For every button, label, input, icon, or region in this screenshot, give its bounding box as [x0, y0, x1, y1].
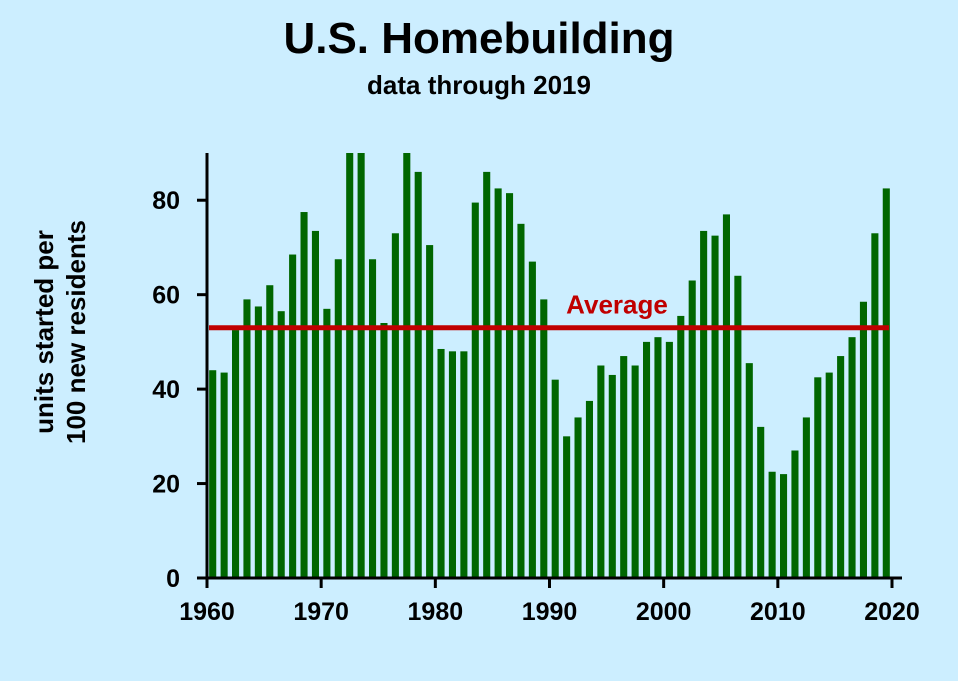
bar-1984 [483, 171, 491, 578]
x-tick-label-2010: 2010 [750, 598, 806, 626]
bar-1974 [369, 259, 377, 578]
bar-1979 [426, 245, 434, 578]
bar-1967 [289, 254, 297, 578]
bar-2003 [700, 230, 708, 579]
bar-1971 [334, 259, 342, 578]
bar-1968 [300, 212, 308, 578]
bar-2000 [665, 341, 673, 578]
bar-1988 [528, 261, 536, 578]
bar-1994 [597, 365, 605, 578]
y-tick-label-60: 60 [152, 282, 180, 310]
y-tick-label-40: 40 [152, 376, 180, 404]
y-tick-label-0: 0 [166, 565, 180, 593]
bar-2002 [688, 280, 696, 578]
bar-1996 [620, 356, 628, 578]
bar-1960 [209, 370, 217, 578]
bar-2016 [848, 337, 856, 578]
bar-2004 [711, 235, 719, 578]
bar-2015 [837, 356, 845, 578]
bar-1966 [277, 311, 285, 578]
bar-2011 [791, 450, 799, 578]
x-tick-label-1980: 1980 [408, 598, 464, 626]
bar-1970 [323, 308, 331, 578]
bar-1964 [254, 306, 262, 578]
bar-1969 [311, 230, 319, 579]
bar-1986 [506, 193, 514, 578]
chart-subtitle: data through 2019 [367, 70, 591, 100]
bar-2007 [745, 363, 753, 578]
bar-1995 [608, 374, 616, 578]
x-tick-label-2000: 2000 [636, 598, 692, 626]
bar-2005 [722, 214, 730, 578]
bar-1962 [232, 330, 240, 578]
bar-1963 [243, 299, 251, 578]
bar-1977 [403, 153, 411, 578]
x-tick-label-1990: 1990 [522, 598, 578, 626]
bar-1989 [540, 299, 548, 578]
bar-2013 [814, 377, 822, 578]
x-tick-label-2020: 2020 [864, 598, 920, 626]
bar-1991 [563, 436, 571, 578]
bar-1976 [391, 233, 399, 578]
bar-1978 [414, 171, 422, 578]
bar-1973 [357, 153, 365, 578]
bar-1961 [220, 372, 228, 578]
bar-1990 [551, 379, 559, 578]
bar-2008 [757, 426, 765, 578]
bar-1985 [494, 188, 502, 579]
bar-2014 [825, 372, 833, 578]
bar-1993 [585, 400, 593, 578]
bar-1981 [448, 351, 456, 578]
bar-1982 [460, 351, 468, 578]
bar-1998 [643, 341, 651, 578]
bar-2001 [677, 315, 685, 578]
x-tick-label-1960: 1960 [179, 598, 235, 626]
bar-1987 [517, 223, 525, 578]
bar-1975 [380, 323, 388, 578]
y-tick-label-20: 20 [152, 471, 180, 499]
x-tick-label-1970: 1970 [293, 598, 349, 626]
bar-2009 [768, 471, 776, 578]
chart-title: U.S. Homebuilding [283, 14, 675, 63]
bar-2010 [780, 474, 788, 578]
bar-2017 [859, 301, 867, 578]
bar-1983 [471, 202, 479, 578]
average-label: Average [566, 290, 668, 320]
bar-1997 [631, 365, 639, 578]
bar-2006 [734, 275, 742, 578]
bar-1972 [346, 153, 354, 578]
bar-2018 [871, 233, 879, 578]
bar-1980 [437, 348, 445, 578]
bar-2012 [802, 417, 810, 578]
bar-1999 [654, 337, 662, 578]
bar-2019 [882, 188, 890, 579]
y-tick-label-80: 80 [152, 187, 180, 215]
bar-1992 [574, 417, 582, 578]
bar-1965 [266, 285, 274, 578]
